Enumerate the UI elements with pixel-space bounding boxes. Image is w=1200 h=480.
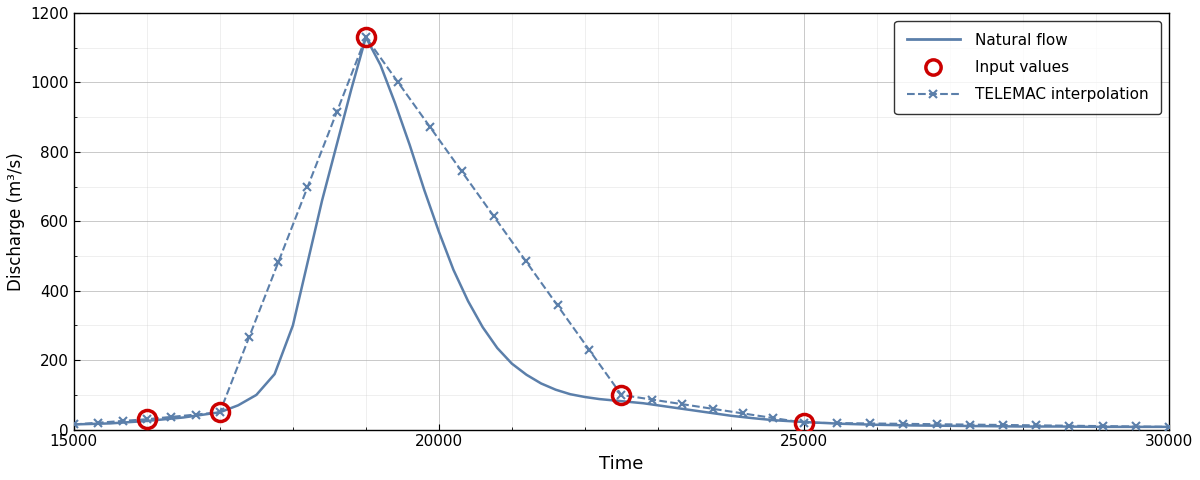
Y-axis label: Discharge (m³/s): Discharge (m³/s) [7, 152, 25, 291]
X-axis label: Time: Time [599, 455, 643, 473]
Legend: Natural flow, Input values, TELEMAC interpolation: Natural flow, Input values, TELEMAC inte… [894, 21, 1162, 114]
